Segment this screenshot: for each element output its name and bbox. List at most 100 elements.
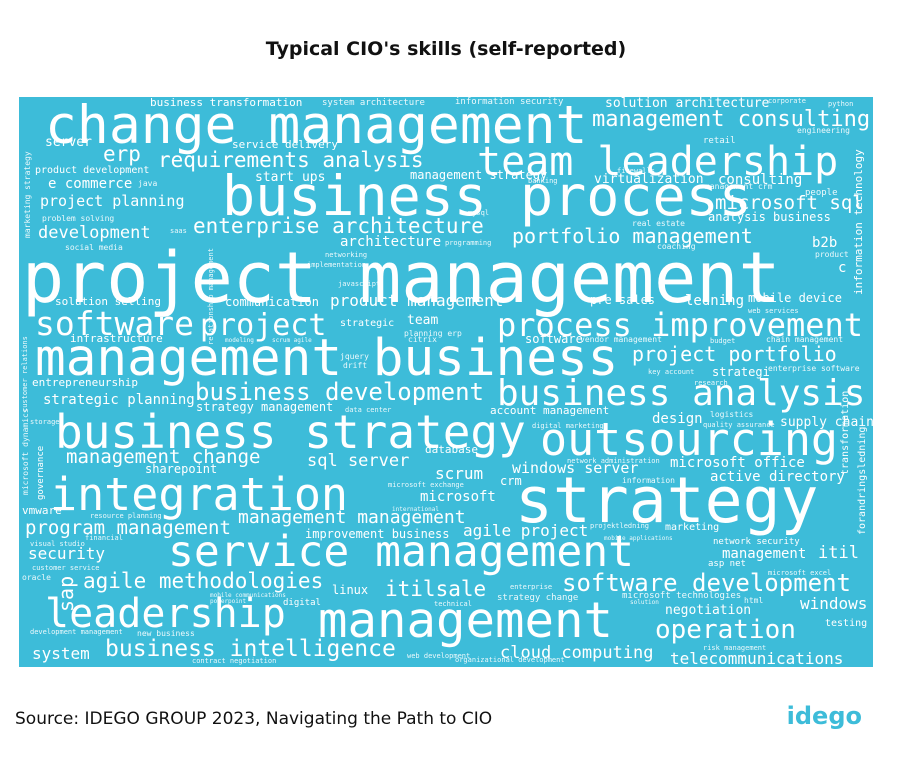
cloud-word: research <box>694 379 728 387</box>
chart-title: Typical CIO's skills (self-reported) <box>266 38 626 60</box>
cloud-word: design <box>652 411 703 427</box>
cloud-word: modeling <box>225 337 254 344</box>
cloud-word: customer service <box>32 564 99 572</box>
cloud-word: consulting <box>718 172 802 188</box>
cloud-word: citrix <box>408 335 437 344</box>
cloud-word: process improvement <box>497 306 863 344</box>
cloud-word: oracle <box>22 573 51 582</box>
cloud-word: strategy management <box>196 400 333 414</box>
cloud-word: management consulting <box>592 107 870 132</box>
cloud-word: product development <box>35 165 149 176</box>
cloud-word: coaching <box>657 242 696 251</box>
cloud-word: solution selling <box>55 295 161 308</box>
cloud-word: e commerce <box>48 176 132 192</box>
cloud-word: microsoft technologies <box>622 591 741 601</box>
cloud-word: virtualization <box>594 172 704 187</box>
cloud-word: outsourcing <box>540 413 838 466</box>
cloud-word: negotiation <box>665 603 751 618</box>
cloud-word: management crm <box>705 182 773 191</box>
cloud-word: forandringsledning <box>857 427 868 535</box>
cloud-word: marketing strategy <box>23 151 32 238</box>
cloud-word: start ups <box>255 170 325 185</box>
cloud-word: real estate <box>632 219 685 228</box>
cloud-word: leadership <box>45 591 286 637</box>
cloud-word: visual studio <box>30 540 85 548</box>
cloud-word: microsoft office <box>670 455 805 471</box>
cloud-word: management <box>722 546 806 562</box>
cloud-word: problem solving <box>42 214 114 223</box>
cloud-word: project <box>200 308 326 343</box>
cloud-word: mobile communications <box>210 592 286 599</box>
cloud-word: ledning <box>685 293 744 309</box>
cloud-word: risk management <box>703 644 766 652</box>
cloud-word: erp <box>103 142 141 166</box>
cloud-word: management <box>318 592 613 649</box>
cloud-word: testing <box>825 618 867 629</box>
cloud-word: windows server <box>512 459 638 477</box>
cloud-word: business development <box>195 378 484 406</box>
cloud-word: architecture <box>340 234 441 250</box>
cloud-word: drift <box>343 361 367 370</box>
cloud-word: digital marketing <box>532 422 604 430</box>
cloud-word: network security <box>713 537 800 547</box>
cloud-word: agile methodologies <box>83 569 323 593</box>
cloud-word: organizational development <box>455 656 565 664</box>
cloud-word: project portfolio <box>632 342 837 366</box>
cloud-word: new business <box>137 629 195 638</box>
cloud-word: portfolio management <box>512 224 753 248</box>
cloud-word: product <box>815 250 849 259</box>
cloud-word: communication <box>225 295 319 309</box>
cloud-word: firewalls <box>617 167 655 175</box>
cloud-word: program management <box>25 517 231 539</box>
cloud-word: team leadership <box>477 139 838 185</box>
cloud-word: asp net <box>708 559 746 569</box>
cloud-word: customer relations <box>21 336 29 412</box>
cloud-word: agile project <box>463 521 588 540</box>
cloud-word: strategy change <box>497 593 578 603</box>
cloud-word: network administration <box>567 457 660 465</box>
cloud-word: retail <box>703 136 736 146</box>
cloud-word: information security <box>455 97 564 107</box>
cloud-word: development <box>38 223 151 243</box>
cloud-word: microsoft sql <box>715 192 864 214</box>
cloud-word: linux <box>332 583 368 597</box>
cloud-word: scrum <box>435 464 483 483</box>
cloud-word: information technology <box>852 149 865 295</box>
cloud-word: software <box>525 332 583 346</box>
cloud-word: vmware <box>22 504 62 517</box>
cloud-word: management business <box>35 329 618 388</box>
cloud-word: key account <box>648 368 694 376</box>
cloud-word: entrepreneurship <box>32 376 138 389</box>
cloud-word: vendor management <box>580 335 662 344</box>
cloud-word: requirements analysis <box>158 148 424 172</box>
cloud-word: financial <box>85 534 123 542</box>
cloud-word: budget <box>710 337 735 345</box>
cloud-word: active directory <box>710 469 845 485</box>
cloud-word: social media <box>65 243 123 252</box>
cloud-word: business intelligence <box>105 636 396 662</box>
cloud-word: relationship management <box>207 248 215 345</box>
cloud-word: digital <box>283 598 321 608</box>
cloud-word: powerpoint <box>210 598 247 605</box>
cloud-word: business analysis <box>497 373 865 414</box>
cloud-word: engineering <box>797 126 850 135</box>
cloud-word: resource planning <box>90 512 162 520</box>
cloud-word: contract negotiation <box>192 657 276 665</box>
cloud-word: implementation <box>307 261 366 269</box>
cloud-word: enterprise architecture <box>193 214 484 238</box>
cloud-word: html <box>744 596 763 605</box>
cloud-word: solution <box>630 599 659 606</box>
cloud-word: banking <box>528 177 558 185</box>
cloud-word: management change <box>66 446 260 468</box>
cloud-word: server <box>45 135 92 150</box>
cloud-word: data center <box>345 406 391 414</box>
cloud-word: operation <box>655 615 796 645</box>
cloud-word: information <box>622 476 675 485</box>
cloud-word: mysql <box>468 209 489 217</box>
cloud-word: cloud computing <box>500 643 654 663</box>
cloud-word: strategi <box>712 365 770 379</box>
cloud-word: management management <box>238 507 466 528</box>
cloud-word: microsoft dynamics <box>21 408 30 495</box>
